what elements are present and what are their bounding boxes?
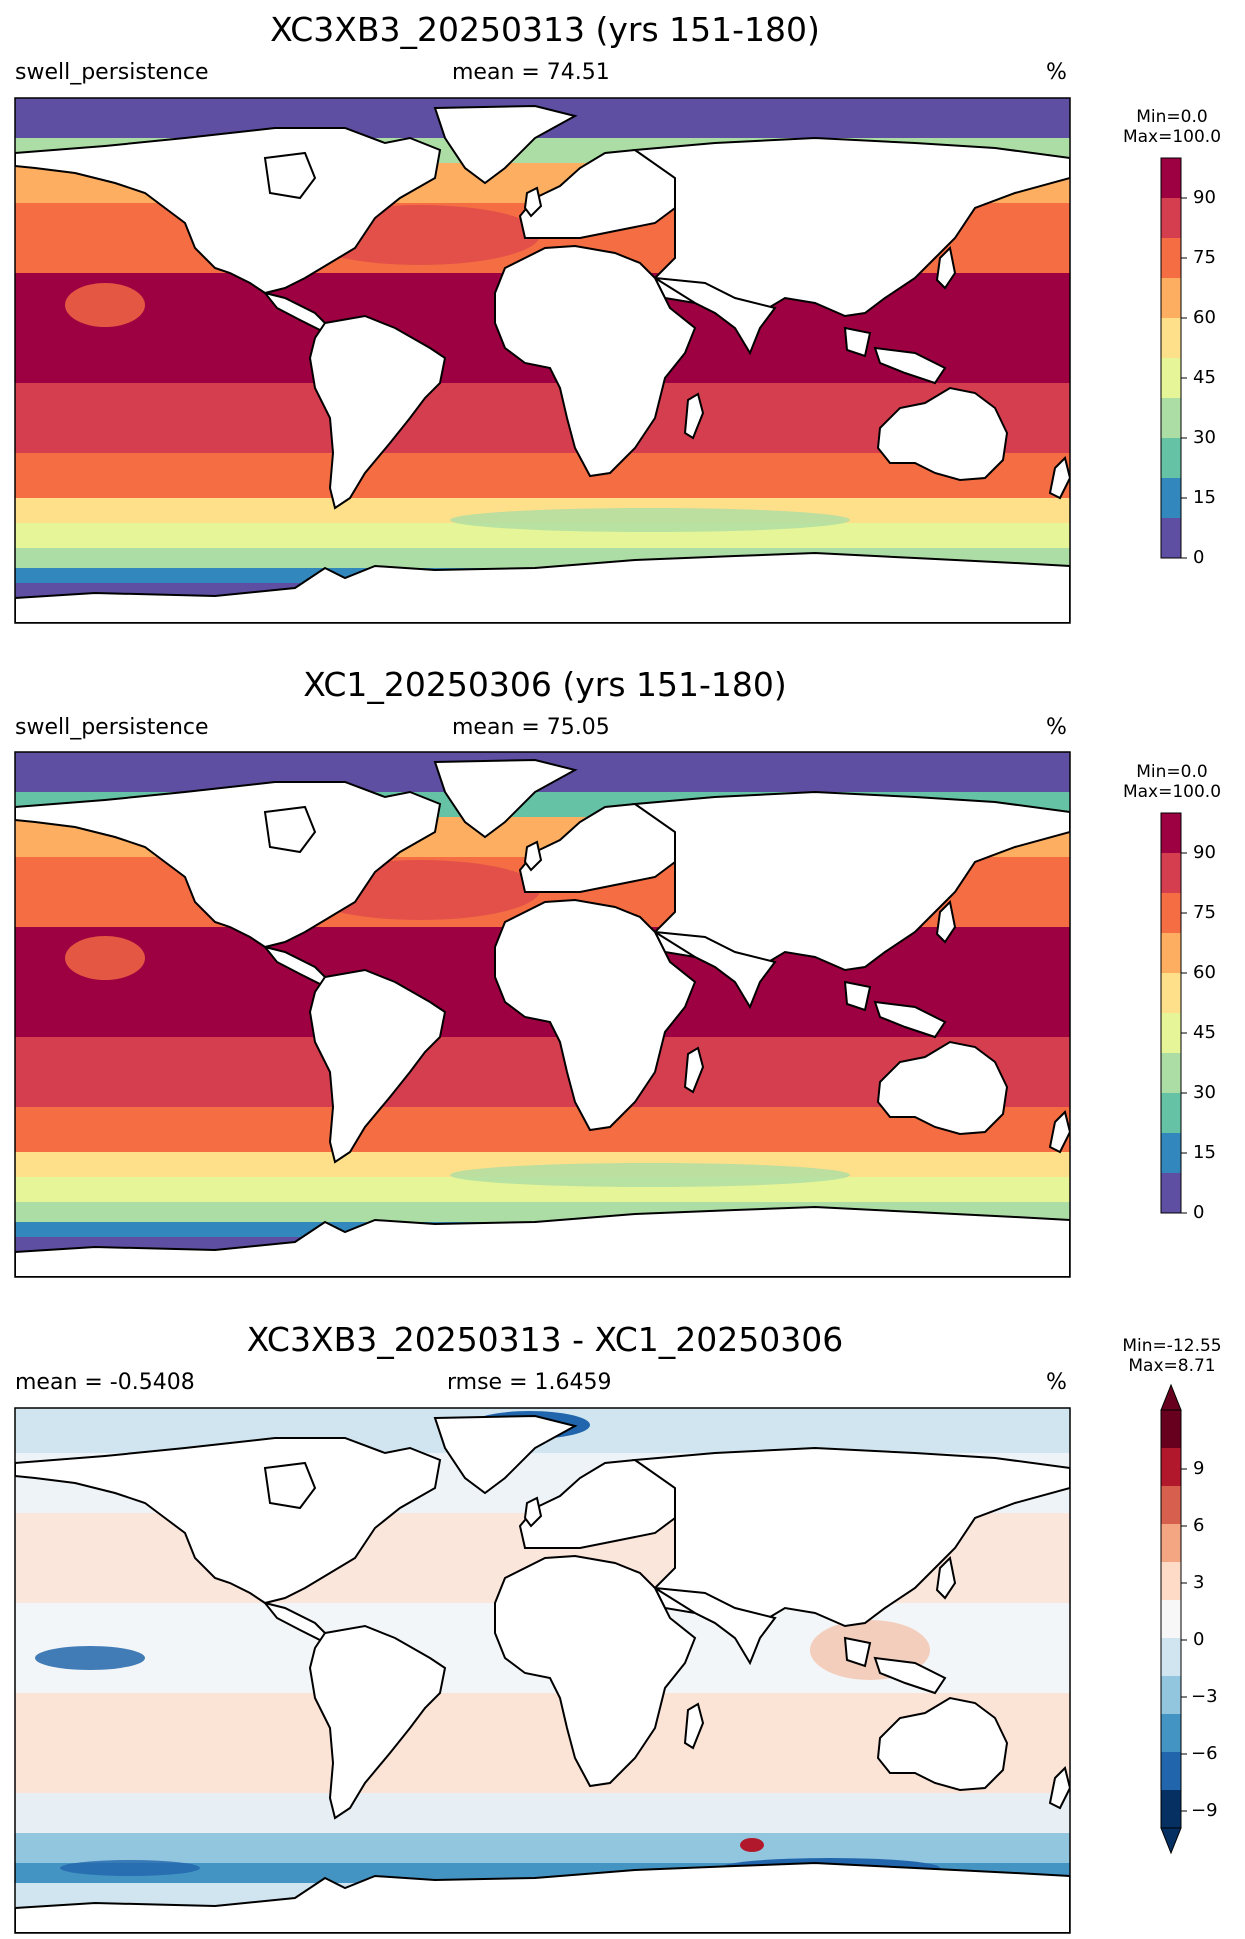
panel-1-map (15, 98, 1070, 623)
panel-3-tick-neg3: −3 (1191, 1686, 1218, 1707)
panel-2-map (15, 752, 1070, 1277)
panel-1-tick-90: 90 (1193, 187, 1216, 208)
panel-3-tick-3: 3 (1193, 1572, 1205, 1593)
panel-2-tick-90: 90 (1193, 842, 1216, 863)
panel-1-colorbar (1160, 157, 1182, 559)
panel-1-colorbar-max: Max=100.0 (1122, 127, 1222, 147)
panel-2-tick-75: 75 (1193, 902, 1216, 923)
panel-1-unit-label: % (1046, 60, 1067, 85)
panel-2-tick-60: 60 (1193, 962, 1216, 983)
panel-3-tick-6: 6 (1193, 1515, 1205, 1536)
panel-2-tick-0: 0 (1193, 1202, 1205, 1223)
panel-3-map (15, 1408, 1070, 1933)
panel-1-tick-30: 30 (1193, 427, 1216, 448)
panel-3-rmse-label: rmse = 1.6459 (447, 1370, 612, 1395)
panel-2-mean-label: mean = 75.05 (452, 715, 610, 740)
panel-2-colorbar-max: Max=100.0 (1122, 782, 1222, 802)
panel-1-variable-label: swell_persistence (15, 60, 209, 85)
panel-2-unit-label: % (1046, 715, 1067, 740)
panel-1-title: XC3XB3_20250313 (yrs 151-180) (270, 10, 820, 49)
panel-2-colorbar-min: Min=0.0 (1136, 762, 1208, 782)
panel-1-tick-45: 45 (1193, 367, 1216, 388)
panel-3-colorbar-min: Min=-12.55 (1122, 1336, 1222, 1356)
panel-1-tick-15: 15 (1193, 487, 1216, 508)
panel-1-colorbar-min: Min=0.0 (1136, 107, 1208, 127)
panel-1-tick-75: 75 (1193, 247, 1216, 268)
panel-2-tick-45: 45 (1193, 1022, 1216, 1043)
panel-1-tick-60: 60 (1193, 307, 1216, 328)
panel-3-tick-neg6: −6 (1191, 1743, 1218, 1764)
panel-2-tick-30: 30 (1193, 1082, 1216, 1103)
panel-2-colorbar (1160, 812, 1182, 1214)
panel-3-unit-label: % (1046, 1370, 1067, 1395)
panel-1-tick-0: 0 (1193, 547, 1205, 568)
panel-3-tick-9: 9 (1193, 1458, 1205, 1479)
panel-3-mean-label: mean = -0.5408 (15, 1370, 195, 1395)
panel-2-tick-15: 15 (1193, 1142, 1216, 1163)
panel-3-colorbar-max: Max=8.71 (1128, 1356, 1216, 1376)
panel-2-title: XC1_20250306 (yrs 151-180) (303, 665, 787, 704)
panel-1-mean-label: mean = 74.51 (452, 60, 610, 85)
panel-2-variable-label: swell_persistence (15, 715, 209, 740)
panel-3-title: XC3XB3_20250313 - XC1_20250306 (246, 1320, 844, 1359)
colorbar-tick-marks (1181, 197, 1187, 1812)
panel-3-tick-0: 0 (1193, 1629, 1205, 1650)
panel-3-tick-neg9: −9 (1191, 1800, 1218, 1821)
panel-3-colorbar (1160, 1383, 1182, 1855)
